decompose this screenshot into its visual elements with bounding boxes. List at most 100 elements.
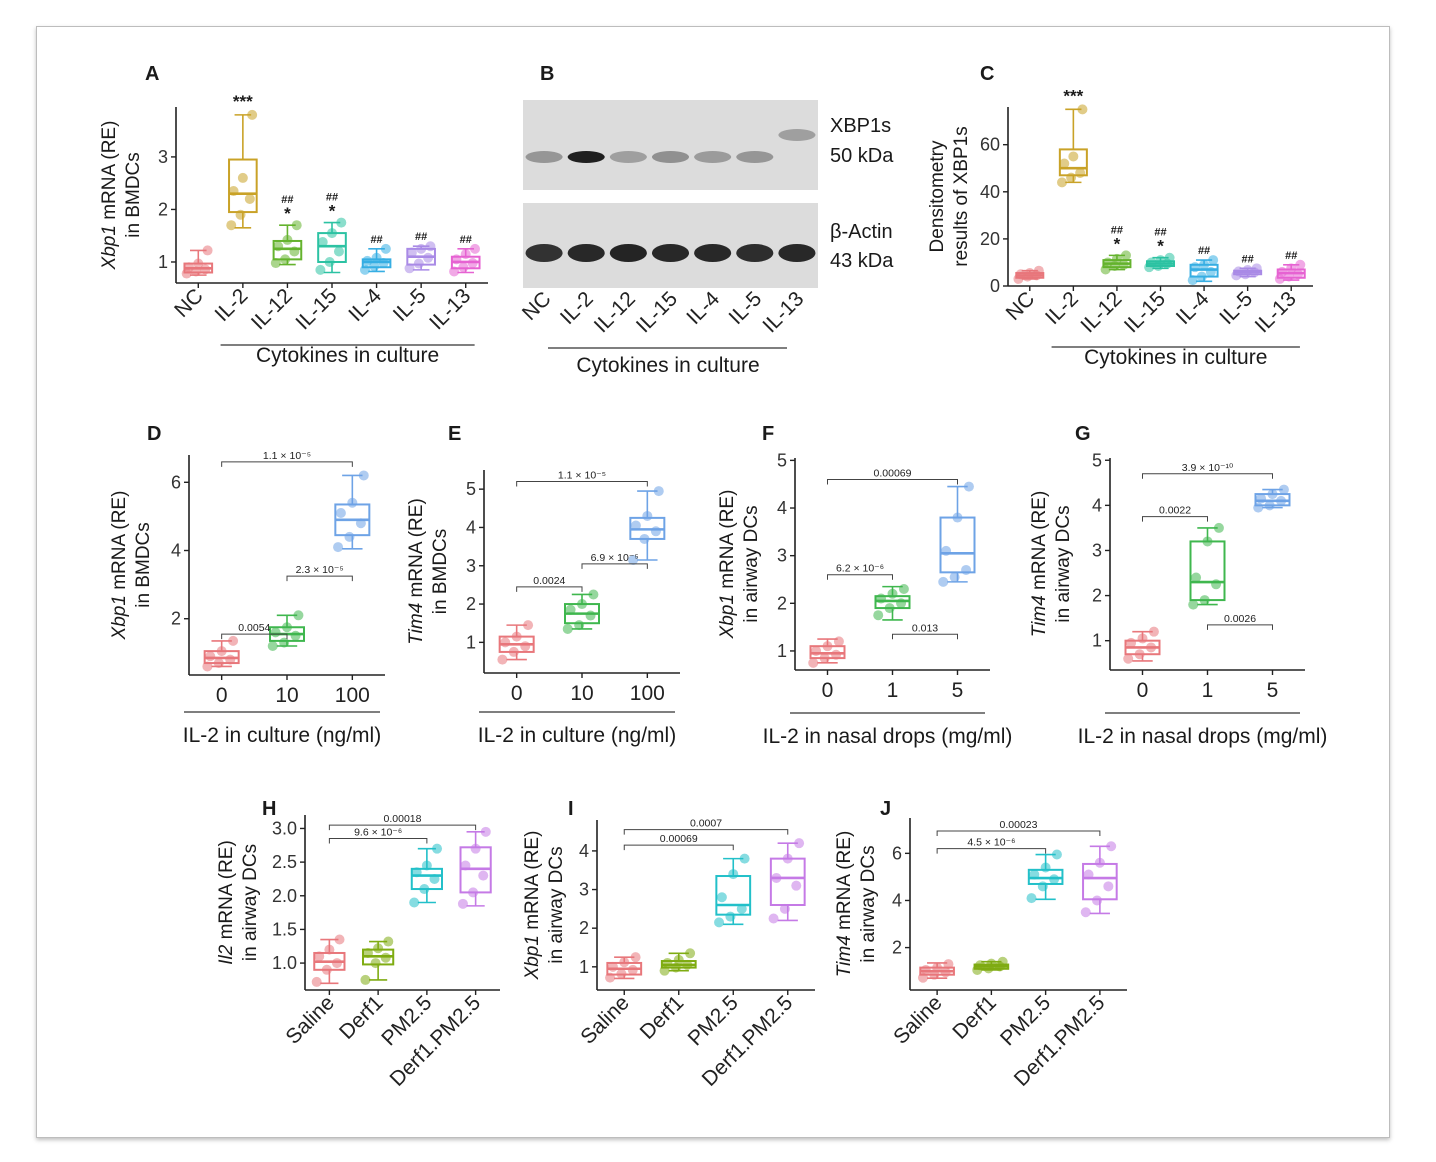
data-point bbox=[627, 964, 638, 975]
unit-text: mRNA (RE) bbox=[216, 840, 237, 945]
pvalue-bracket bbox=[328, 824, 477, 831]
gene-name: Tim4 bbox=[834, 935, 855, 977]
data-point bbox=[961, 564, 972, 575]
data-point bbox=[362, 947, 373, 958]
pvalue-bracket bbox=[328, 838, 428, 844]
data-point bbox=[941, 545, 952, 556]
data-point bbox=[917, 972, 928, 983]
y-axis-label: Il2 mRNA (RE) in airway DCs bbox=[216, 840, 261, 965]
y-tick-label: 2 bbox=[777, 593, 787, 613]
data-point bbox=[380, 243, 391, 254]
pvalue-label: 0.0024 bbox=[533, 575, 565, 587]
data-point bbox=[986, 958, 997, 969]
data-point bbox=[193, 258, 204, 269]
data-point bbox=[949, 572, 960, 583]
panel-label: I bbox=[568, 798, 574, 820]
significance-hash: ## bbox=[1285, 250, 1297, 262]
blot-band bbox=[651, 244, 690, 262]
box-0 bbox=[808, 636, 846, 668]
data-point bbox=[963, 481, 974, 492]
data-point bbox=[653, 486, 664, 497]
y-tick-label: 2 bbox=[579, 918, 589, 938]
data-point bbox=[1256, 493, 1267, 504]
blot-band-size: 43 kDa bbox=[830, 250, 894, 272]
data-point bbox=[1111, 253, 1122, 264]
blot-band bbox=[567, 244, 605, 262]
pvalue-label: 3.9 × 10⁻¹⁰ bbox=[1182, 462, 1234, 474]
pvalue-label: 9.6 × 10⁻⁶ bbox=[354, 827, 402, 839]
panel-label: B bbox=[540, 63, 554, 85]
box-Derf1.PM2.5 bbox=[768, 838, 806, 924]
data-point bbox=[508, 646, 519, 657]
box-10 bbox=[267, 610, 305, 652]
box-Derf1.PM2.5 bbox=[457, 826, 492, 909]
y-axis-label-line1: Densitometry bbox=[927, 140, 948, 252]
y-tick-label: 3 bbox=[579, 880, 589, 900]
box-Saline bbox=[917, 959, 955, 983]
unit-text: mRNA (RE) bbox=[109, 491, 130, 596]
y-tick-label: 5 bbox=[1092, 450, 1102, 470]
data-point bbox=[1293, 269, 1304, 280]
y-tick-label: 1 bbox=[1092, 631, 1102, 651]
data-point bbox=[1059, 158, 1070, 169]
y-axis-label-line1: Xbp1 mRNA (RE) bbox=[522, 831, 543, 981]
data-point bbox=[782, 853, 793, 864]
data-point bbox=[1164, 252, 1175, 263]
data-point bbox=[213, 658, 224, 669]
y-tick-label: 1.0 bbox=[272, 953, 297, 973]
data-point bbox=[1080, 907, 1091, 918]
significance-hash: ## bbox=[1198, 245, 1210, 257]
x-tick-label: Saline bbox=[576, 991, 634, 1049]
x-tick-label: 0 bbox=[511, 682, 523, 705]
data-point bbox=[335, 507, 346, 518]
pvalue-bracket bbox=[1142, 516, 1208, 522]
data-point bbox=[1188, 599, 1199, 610]
data-point bbox=[794, 838, 805, 849]
blot-group-label: Cytokines in culture bbox=[576, 354, 759, 377]
data-point bbox=[670, 962, 681, 973]
pvalue-label: 0.00018 bbox=[384, 813, 422, 825]
data-point bbox=[1121, 250, 1132, 261]
box-IL-12: *## bbox=[1100, 224, 1132, 275]
data-point bbox=[628, 555, 639, 566]
x-tick-label: 1 bbox=[1202, 679, 1214, 702]
data-point bbox=[884, 603, 895, 614]
blot-band bbox=[736, 151, 774, 163]
data-point bbox=[419, 884, 430, 895]
pvalue-bracket bbox=[623, 829, 789, 835]
data-point bbox=[952, 512, 963, 523]
unit-text: mRNA (RE) bbox=[717, 490, 738, 595]
blot-strip bbox=[523, 100, 818, 190]
y-tick-label: 2 bbox=[892, 938, 902, 958]
significance-star: *** bbox=[233, 92, 253, 111]
box-IL-2: *** bbox=[1057, 86, 1088, 188]
pvalue-label: 0.00069 bbox=[660, 833, 698, 845]
x-tick-label: 1 bbox=[887, 679, 899, 702]
data-point bbox=[317, 237, 328, 248]
box-5 bbox=[938, 481, 976, 587]
pvalue-bracket bbox=[221, 461, 353, 467]
data-point bbox=[202, 661, 213, 672]
data-point bbox=[1066, 172, 1077, 183]
data-point bbox=[1134, 649, 1145, 660]
data-point bbox=[1077, 104, 1088, 115]
x-tick-label: 10 bbox=[570, 682, 593, 705]
blot-band bbox=[778, 244, 816, 262]
y-axis-label-line1: Tim4 mRNA (RE) bbox=[1029, 491, 1050, 638]
data-point bbox=[811, 645, 822, 656]
data-point bbox=[314, 951, 325, 962]
y-axis-label-line2: in airway DCs bbox=[1053, 505, 1074, 622]
data-point bbox=[1233, 266, 1244, 277]
pvalue-bracket bbox=[1142, 473, 1273, 479]
gene-name: Xbp1 bbox=[99, 225, 120, 270]
x-tick-label: IL-12 bbox=[1076, 287, 1126, 337]
data-point bbox=[768, 913, 779, 924]
data-point bbox=[1102, 257, 1113, 268]
pvalue-label: 0.0026 bbox=[1224, 613, 1256, 625]
y-axis-label: Xbp1 mRNA (RE) in BMDCs bbox=[99, 121, 144, 271]
panel-e: E 1 2 3 4 5 Tim4 mRNA (RE) in BMDCs 0 10 100 IL-2 i… bbox=[406, 423, 680, 747]
data-point bbox=[327, 228, 337, 239]
